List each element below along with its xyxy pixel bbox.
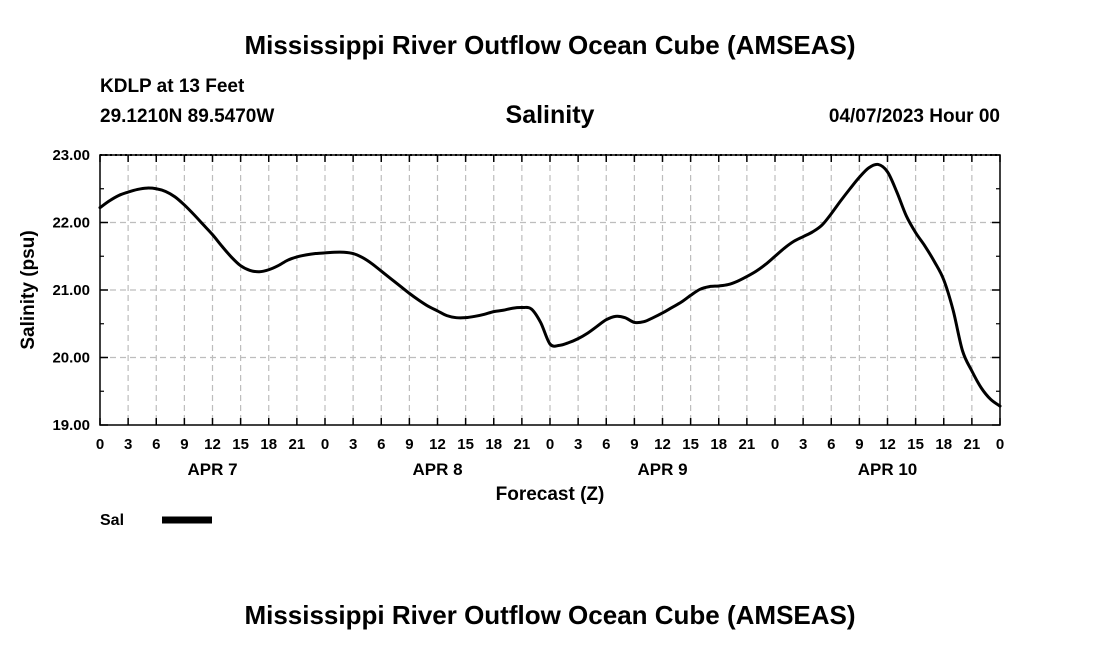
day-label: APR 9 (637, 460, 687, 479)
y-tick-label: 21.00 (52, 282, 90, 299)
forecast-datetime: 04/07/2023 Hour 00 (828, 106, 1000, 127)
x-tick-label: 0 (321, 436, 329, 453)
coordinates-label: 29.1210N 89.5470W (100, 106, 275, 127)
y-axis-label: Salinity (psu) (18, 230, 39, 349)
axis-ticks (99, 154, 1001, 426)
footer-title: Mississippi River Outflow Ocean Cube (AM… (244, 600, 856, 630)
day-label: APR 10 (858, 460, 918, 479)
y-tick-label: 23.00 (52, 147, 90, 164)
x-tick-label: 18 (710, 436, 727, 453)
x-tick-label: 21 (964, 436, 981, 453)
x-tick-label: 12 (879, 436, 896, 453)
legend-label: Sal (100, 512, 124, 529)
x-tick-label: 21 (289, 436, 306, 453)
chart-title: Salinity (505, 101, 595, 129)
main-title: Mississippi River Outflow Ocean Cube (AM… (244, 30, 856, 60)
x-tick-label: 3 (799, 436, 807, 453)
station-label: KDLP at 13 Feet (100, 76, 245, 97)
x-tick-label: 6 (377, 436, 385, 453)
x-tick-label: 15 (907, 436, 924, 453)
x-tick-label: 9 (180, 436, 188, 453)
y-tick-label: 22.00 (52, 215, 90, 232)
x-tick-label: 21 (514, 436, 531, 453)
x-tick-label: 12 (204, 436, 221, 453)
x-tick-label: 15 (682, 436, 699, 453)
grid (100, 155, 1000, 425)
y-tick-label: 19.00 (52, 417, 90, 434)
x-tick-label: 18 (485, 436, 502, 453)
x-tick-label: 3 (124, 436, 132, 453)
day-label: APR 7 (187, 460, 237, 479)
x-axis-label: Forecast (Z) (496, 484, 605, 505)
x-tick-label: 15 (457, 436, 474, 453)
x-tick-label: 18 (935, 436, 952, 453)
x-tick-label: 0 (771, 436, 779, 453)
x-tick-label: 15 (232, 436, 249, 453)
x-tick-label: 0 (96, 436, 104, 453)
x-tick-label: 9 (405, 436, 413, 453)
y-tick-labels: 19.00 20.00 21.00 22.00 23.00 (52, 147, 90, 434)
salinity-chart: 19.00 20.00 21.00 22.00 23.00 0 3 6 9 12 15 18 21 0 3… (18, 147, 1004, 529)
x-tick-label: 3 (349, 436, 357, 453)
x-tick-label: 6 (827, 436, 835, 453)
x-tick-label: 6 (602, 436, 610, 453)
day-labels: APR 7 APR 8 APR 9 APR 10 (187, 460, 917, 479)
x-tick-label: 9 (855, 436, 863, 453)
x-tick-label: 12 (654, 436, 671, 453)
x-tick-label: 12 (429, 436, 446, 453)
y-tick-label: 20.00 (52, 350, 90, 367)
day-label: APR 8 (412, 460, 462, 479)
x-tick-label: 0 (996, 436, 1004, 453)
x-tick-label: 6 (152, 436, 160, 453)
x-tick-label: 18 (260, 436, 277, 453)
x-tick-label: 21 (739, 436, 756, 453)
x-tick-label: 3 (574, 436, 582, 453)
x-tick-labels: 0 3 6 9 12 15 18 21 0 3 6 9 12 15 18 21 0 3 6 9 12 15 18 21 0 3 6 9… (96, 436, 1004, 453)
series-line-sal (98, 162, 1002, 408)
x-tick-label: 9 (630, 436, 638, 453)
x-tick-label: 0 (546, 436, 554, 453)
